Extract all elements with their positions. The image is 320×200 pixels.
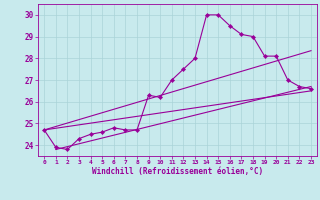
X-axis label: Windchill (Refroidissement éolien,°C): Windchill (Refroidissement éolien,°C) [92,167,263,176]
